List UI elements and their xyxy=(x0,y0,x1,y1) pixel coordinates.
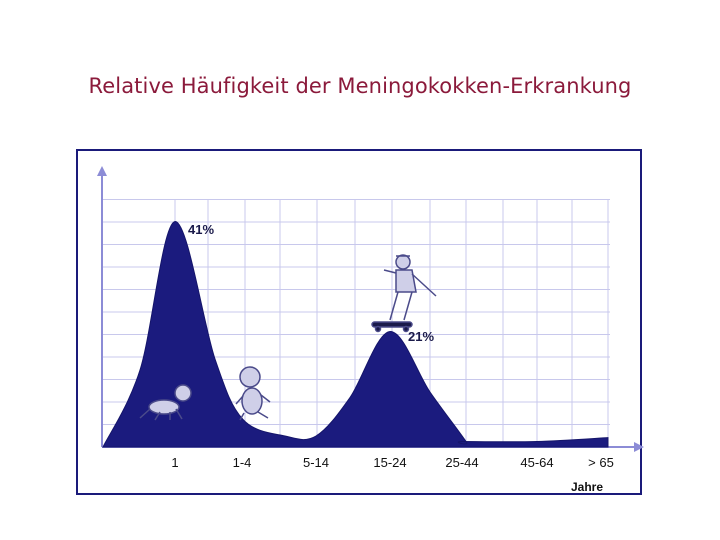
x-tick-label: 5-14 xyxy=(303,455,329,470)
crawling-baby-icon xyxy=(139,384,192,421)
sitting-toddler-icon xyxy=(235,366,271,421)
x-tick-label: 15-24 xyxy=(373,455,406,470)
x-tick-label: 25-44 xyxy=(445,455,478,470)
frequency-area xyxy=(102,220,609,448)
x-tick-labels: 1 1-4 5-14 15-24 25-44 45-64 > 65 xyxy=(171,455,613,470)
x-axis-arrow-icon xyxy=(634,442,644,452)
x-tick-label: > 65 xyxy=(588,455,614,470)
x-tick-label: 1 xyxy=(171,455,178,470)
y-axis-arrow-icon xyxy=(97,166,107,176)
x-tick-label: 1-4 xyxy=(233,455,252,470)
x-tick-label: 45-64 xyxy=(520,455,553,470)
peak-label-15-24: 21% xyxy=(408,329,434,344)
x-axis-unit-label: Jahre xyxy=(571,480,603,494)
skateboarder-icon xyxy=(371,254,437,333)
slide-title: Relative Häufigkeit der Meningokokken-Er… xyxy=(88,74,632,98)
peak-label-1: 41% xyxy=(188,222,214,237)
